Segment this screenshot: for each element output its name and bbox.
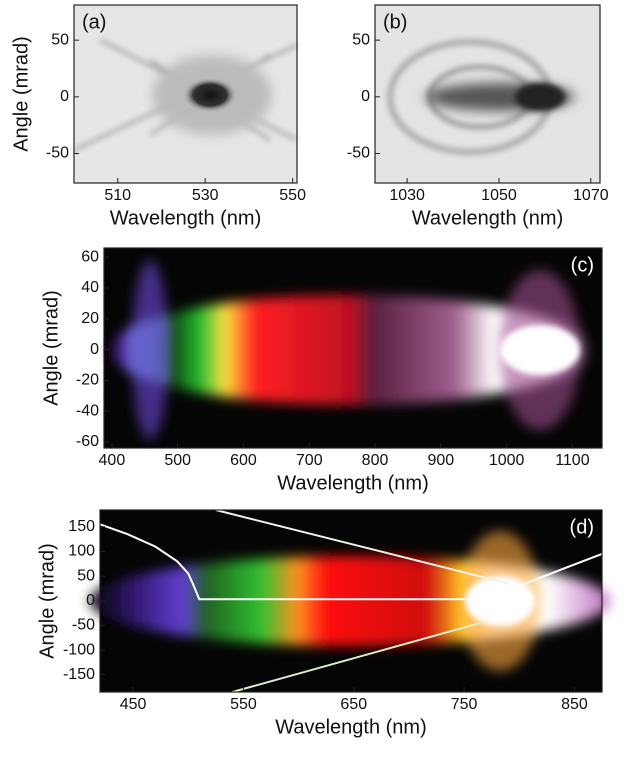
x-axis-label: Wavelength (nm)	[412, 207, 564, 229]
y-tick-label: 40	[81, 279, 99, 296]
x-tick-label: 550	[230, 696, 257, 713]
image-b	[375, 5, 600, 183]
image-d	[90, 510, 610, 692]
y-tick-label: -60	[76, 433, 99, 450]
x-tick-label: 650	[340, 696, 367, 713]
x-tick-label: 510	[104, 187, 131, 204]
x-tick-label: 800	[362, 452, 389, 469]
y-tick-label: 60	[81, 248, 99, 265]
y-tick-label: 0	[60, 88, 69, 105]
curve	[215, 509, 509, 585]
panel-label: (a)	[82, 11, 106, 33]
y-tick-label: -50	[46, 145, 69, 162]
panel-label: (c)	[571, 254, 594, 276]
x-tick-label: 550	[279, 187, 306, 204]
y-tick-label: 0	[86, 592, 95, 609]
y-tick-label: 50	[77, 567, 95, 584]
plot-frame	[73, 4, 298, 184]
image-c	[104, 248, 602, 448]
x-tick-label: 450	[120, 696, 147, 713]
y-tick-label: 50	[51, 31, 69, 48]
x-tick-label: 1000	[489, 452, 525, 469]
x-axis-label: Wavelength (nm)	[275, 716, 427, 738]
y-tick-label: -50	[72, 617, 95, 634]
y-tick-label: -100	[63, 641, 95, 658]
x-tick-label: 850	[561, 696, 588, 713]
x-tick-label: 750	[451, 696, 478, 713]
x-tick-label: 1070	[573, 187, 609, 204]
x-tick-label: 1100	[555, 452, 590, 469]
curve	[232, 621, 481, 693]
y-tick-label: -50	[347, 145, 370, 162]
y-axis-label: Angle (mrad)	[40, 290, 62, 406]
y-tick-label: -40	[76, 402, 99, 419]
y-axis-label: Angle (mrad)	[36, 543, 58, 659]
y-tick-label: 50	[352, 31, 370, 48]
panel-label: (b)	[383, 11, 407, 33]
x-tick-label: 1030	[389, 187, 425, 204]
x-tick-label: 1050	[481, 187, 517, 204]
y-tick-label: 100	[68, 543, 95, 560]
panel-label: (d)	[570, 516, 594, 538]
plot-frame	[374, 4, 601, 184]
y-axis-label: Angle (mrad)	[10, 36, 32, 152]
y-tick-label: -150	[63, 666, 95, 683]
x-tick-label: 900	[427, 452, 454, 469]
y-tick-label: 150	[68, 518, 95, 535]
y-tick-label: 0	[361, 88, 370, 105]
x-tick-label: 600	[230, 452, 257, 469]
x-axis-label: Wavelength (nm)	[277, 472, 429, 494]
x-tick-label: 400	[99, 452, 126, 469]
y-tick-label: 0	[90, 341, 99, 358]
x-tick-label: 700	[296, 452, 323, 469]
plot-frame	[103, 247, 603, 449]
x-axis-label: Wavelength (nm)	[110, 207, 262, 229]
x-tick-label: 530	[192, 187, 219, 204]
image-a	[73, 5, 298, 183]
x-tick-label: 500	[164, 452, 191, 469]
y-tick-label: 20	[81, 310, 99, 327]
curve	[99, 523, 603, 601]
y-tick-label: -20	[76, 372, 99, 389]
